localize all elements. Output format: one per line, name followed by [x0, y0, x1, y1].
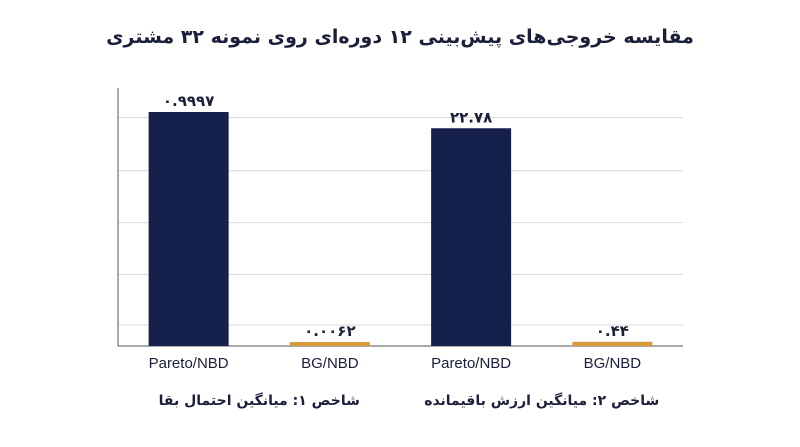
bar-bgnbd-1 [289, 342, 370, 346]
bar-paretonbd-2 [431, 128, 512, 346]
category-label: BG/NBD [584, 355, 642, 372]
category-label: BG/NBD [301, 355, 359, 372]
bar-paretonbd-1 [148, 112, 229, 346]
group-label: شاخص ۲: میانگین ارزش باقیمانده [424, 392, 659, 409]
category-label: Pareto/NBD [431, 355, 511, 372]
chart-title: مقایسه خروجی‌های پیش‌بینی ۱۲ دوره‌ای روی… [106, 26, 694, 48]
bar-value-label: ۰.۰۰۶۲ [304, 322, 355, 340]
bar-value-label: ۲۲.۷۸ [450, 108, 492, 126]
group-label: شاخص ۱: میانگین احتمال بقا [159, 392, 360, 409]
bar-value-label: ۰.۴۴ [596, 322, 629, 340]
bar-value-label: ۰.۹۹۹۷ [163, 92, 214, 110]
category-label: Pareto/NBD [149, 355, 229, 372]
bar-bgnbd-2 [572, 341, 653, 346]
